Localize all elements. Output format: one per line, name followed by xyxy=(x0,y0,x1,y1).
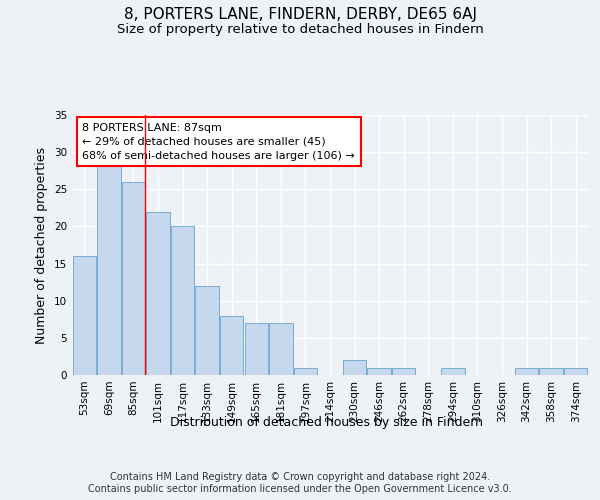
Text: Distribution of detached houses by size in Findern: Distribution of detached houses by size … xyxy=(170,416,484,429)
Bar xyxy=(392,368,415,375)
Text: Size of property relative to detached houses in Findern: Size of property relative to detached ho… xyxy=(116,22,484,36)
Bar xyxy=(97,160,121,375)
Bar xyxy=(367,368,391,375)
Y-axis label: Number of detached properties: Number of detached properties xyxy=(35,146,49,344)
Bar xyxy=(171,226,194,375)
Bar xyxy=(196,286,219,375)
Text: 8, PORTERS LANE, FINDERN, DERBY, DE65 6AJ: 8, PORTERS LANE, FINDERN, DERBY, DE65 6A… xyxy=(124,8,476,22)
Bar xyxy=(220,316,244,375)
Text: Contains HM Land Registry data © Crown copyright and database right 2024.
Contai: Contains HM Land Registry data © Crown c… xyxy=(88,472,512,494)
Bar xyxy=(441,368,464,375)
Bar xyxy=(564,368,587,375)
Bar xyxy=(146,212,170,375)
Bar xyxy=(122,182,145,375)
Bar xyxy=(245,323,268,375)
Bar xyxy=(515,368,538,375)
Bar xyxy=(73,256,96,375)
Text: 8 PORTERS LANE: 87sqm
← 29% of detached houses are smaller (45)
68% of semi-deta: 8 PORTERS LANE: 87sqm ← 29% of detached … xyxy=(82,123,355,161)
Bar xyxy=(294,368,317,375)
Bar xyxy=(539,368,563,375)
Bar xyxy=(343,360,366,375)
Bar xyxy=(269,323,293,375)
